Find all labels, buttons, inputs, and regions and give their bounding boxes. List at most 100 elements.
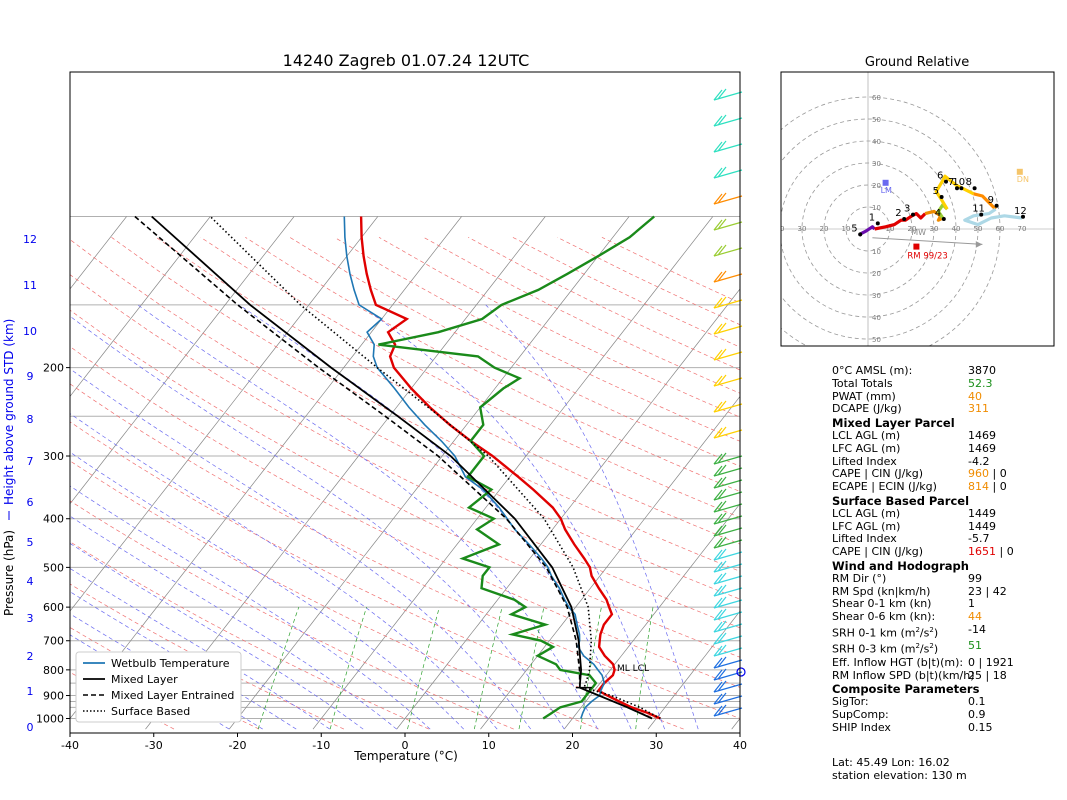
- hodo-rm-label: RM 99/23: [907, 252, 947, 262]
- dry-adiabat: [70, 383, 740, 719]
- hodograph-frame: [780, 71, 1055, 347]
- hodo-point-label: 1: [869, 212, 875, 223]
- hodo-point: [1021, 214, 1025, 219]
- hodo-point-label: 12: [1014, 206, 1027, 217]
- hodo-point-label: 5: [851, 223, 857, 234]
- km-tick-label: 4: [27, 575, 34, 588]
- mixing-ratio-line: [407, 607, 440, 730]
- sb-li-value: -5.7: [968, 532, 990, 546]
- hodo-point-label: 10: [952, 177, 965, 188]
- p-tick-label: 200: [43, 362, 64, 375]
- moist-adiabat: [239, 304, 632, 730]
- dry-adiabat: [70, 460, 599, 730]
- moist-adiabat: [359, 304, 666, 730]
- hodo-y-label: 50: [872, 116, 881, 124]
- hodo-y-label: 10: [872, 248, 881, 256]
- km-tick-label: 8: [27, 413, 34, 426]
- supcomp-label: SupComp:: [832, 708, 889, 722]
- dry-adiabat: [70, 274, 740, 629]
- freezing-value: 3870: [968, 364, 996, 377]
- isotherm-line: [396, 288, 740, 730]
- sh06-value: 44: [968, 610, 982, 624]
- wind-barb: [713, 692, 743, 705]
- wind-barb: [713, 572, 743, 585]
- hodo-mw-label: MW: [911, 228, 926, 237]
- dry-adiabat: [289, 237, 740, 467]
- ml-cape-value: 960: [968, 467, 989, 481]
- sh01-label: Shear 0-1 km (kn): [832, 597, 932, 611]
- sh01-value: 1: [968, 597, 975, 611]
- sb-cape-label: CAPE | CIN (J/kg): [832, 545, 924, 559]
- hodo-dn-marker: [1016, 168, 1023, 175]
- comp-header: Composite Parameters: [832, 682, 980, 697]
- ml-ecin-value: | 0: [992, 480, 1007, 494]
- tt-label: Total Totals: [832, 376, 893, 390]
- wind-barb: [713, 536, 743, 549]
- moist-adiabat: [485, 304, 699, 730]
- moist-adiabat: [70, 413, 498, 730]
- km-tick-label: 9: [27, 370, 34, 383]
- sb-li-label: Lifted Index: [832, 532, 897, 546]
- sb-header: Surface Based Parcel: [832, 493, 970, 508]
- sb-cin-value: | 0: [999, 545, 1014, 559]
- mixing-ratio-line: [518, 607, 545, 730]
- ml-lcl-label: LCL AGL (m): [832, 428, 901, 442]
- hodo-segment: [963, 207, 1023, 227]
- x-tick-label: 20: [566, 739, 580, 752]
- p-tick-label: 500: [43, 561, 64, 574]
- ml-lcl-value: 1469: [968, 428, 996, 442]
- mixing-ratio-line: [329, 606, 367, 730]
- hodo-y-label: 50: [872, 336, 881, 344]
- rmspd-eff-label: RM Inflow SPD (b|t)(km/h): [832, 668, 975, 682]
- km-tick-label: 11: [23, 279, 37, 292]
- series-surface-based: [209, 215, 661, 720]
- dry-adiabat: [70, 309, 740, 658]
- parameter-table: 0°C AMSL (m): 3870 Total Totals 52.3 PWAT …: [832, 364, 1057, 735]
- wind-barb: [713, 140, 743, 153]
- hodo-point: [858, 232, 863, 237]
- isotherm-line: [480, 395, 740, 730]
- hodo-x-label: 50: [974, 225, 983, 233]
- latlon-text: Lat: 45.49 Lon: 16.02: [832, 756, 950, 769]
- hodo-x-label: 20: [820, 225, 829, 233]
- hodo-x-label: 70: [1018, 225, 1027, 233]
- hodo-y-label: 30: [872, 292, 881, 300]
- moist-adiabat: [70, 542, 364, 730]
- wind-barb: [713, 524, 743, 537]
- wind-barb: [713, 560, 743, 573]
- hodo-point-label: 7: [948, 177, 954, 188]
- hodo-arrow-head: [975, 241, 983, 248]
- hodo-point: [972, 186, 977, 191]
- sh06-label: Shear 0-6 km (kn):: [832, 610, 936, 624]
- hodo-point-label: 6: [937, 171, 943, 182]
- dry-adiabat: [70, 346, 740, 688]
- hodo-point: [944, 179, 948, 184]
- hodograph-title: Ground Relative: [865, 55, 969, 70]
- hodograph: 40 30 20 10 10 20 30 40 50 60 70 60 50 40 30 20 10 10 20 30…: [781, 72, 1054, 346]
- hodo-x-label: 60: [996, 225, 1005, 233]
- p-tick-label: 800: [43, 664, 64, 677]
- wind-barb: [713, 322, 743, 335]
- moist-adiabat: [137, 304, 599, 730]
- profile-lines: [134, 215, 661, 720]
- hodo-x-label: 10: [886, 225, 895, 233]
- km-tick-label: 7: [27, 455, 34, 468]
- hodo-shear-arrow: [872, 237, 983, 245]
- sb-lcl-value: 1449: [968, 506, 996, 520]
- chart-title: 14240 Zagreb 01.07.24 12UTC: [283, 51, 530, 70]
- calm-wind-marker: [736, 667, 746, 677]
- x-tick-label: 0: [402, 739, 409, 752]
- ml-lcl-label: ML LCL: [617, 664, 649, 674]
- km-tick-label: 10: [23, 325, 37, 338]
- wind-header: Wind and Hodograph: [832, 558, 969, 573]
- x-tick-label: -10: [312, 739, 330, 752]
- srh01-units: /s: [919, 626, 930, 640]
- km-tick-label: 3: [27, 612, 34, 625]
- hodo-x-label: 30: [930, 225, 939, 233]
- srh01-units-end: ): [933, 626, 939, 640]
- isotherm-line: [70, 216, 295, 505]
- hodo-point: [939, 195, 944, 199]
- pwat-label: PWAT (mm): [832, 389, 896, 403]
- mixing-ratio-line: [473, 607, 503, 730]
